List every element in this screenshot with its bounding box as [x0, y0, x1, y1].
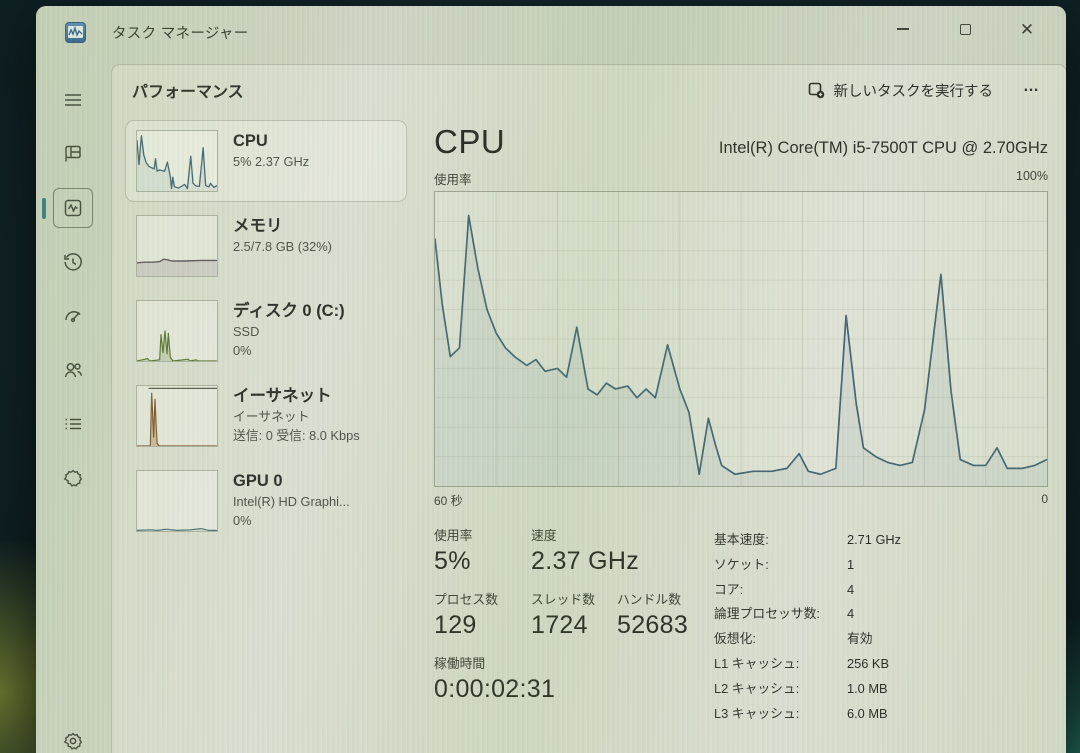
spec-row: コア: 4	[714, 581, 855, 597]
speed-value: 2.37 GHz	[531, 547, 640, 575]
titlebar: タスク マネージャー ✕	[36, 6, 1066, 58]
page-title: パフォーマンス	[132, 84, 244, 101]
cpu-detail-title: CPU	[434, 123, 506, 160]
window-title: タスク マネージャー	[112, 25, 249, 42]
perf-item-memory[interactable]: メモリ 2.5/7.8 GB (32%)	[126, 206, 406, 286]
threads-label: スレッド数	[531, 592, 595, 607]
memory-mini-chart	[136, 215, 218, 277]
handles-label: ハンドル数	[617, 592, 681, 607]
spec-row: L3 キャッシュ: 6.0 MB	[714, 705, 888, 721]
sidebar-item-details[interactable]	[53, 404, 93, 444]
run-new-task-button[interactable]: 新しいタスクを実行する	[808, 80, 994, 101]
performance-list: CPU 5% 2.37 GHz メモリ 2.5/7.8 GB (32%)	[120, 119, 412, 753]
hamburger-menu-icon[interactable]	[53, 80, 93, 120]
run-new-task-icon	[808, 82, 824, 98]
perf-item-sub: 2.5/7.8 GB (32%)	[233, 238, 332, 254]
perf-item-sub: 5% 2.37 GHz	[233, 153, 310, 169]
perf-item-title: ディスク 0 (C:)	[233, 302, 345, 320]
cpu-mini-chart	[136, 130, 218, 192]
minimize-icon[interactable]	[872, 6, 934, 52]
usage-label: 使用率	[434, 528, 473, 543]
perf-item-sub: 0%	[233, 342, 252, 358]
processes-label: プロセス数	[434, 592, 498, 607]
perf-item-ethernet[interactable]: イーサネット イーサネット 送信: 0 受信: 8.0 Kbps	[126, 376, 406, 456]
spec-row: L1 キャッシュ: 256 KB	[714, 655, 889, 671]
window-controls: ✕	[872, 6, 1058, 52]
gpu-mini-chart	[136, 470, 218, 532]
task-manager-app-icon	[65, 21, 86, 43]
spec-row: L2 キャッシュ: 1.0 MB	[714, 680, 888, 696]
cpu-spec-list: 基本速度: 2.71 GHz ソケット: 1 コア: 4 論理プロセッサ数: 4 仮想化…	[714, 525, 901, 726]
perf-item-cpu[interactable]: CPU 5% 2.37 GHz	[126, 121, 406, 201]
spec-row: ソケット: 1	[714, 556, 855, 572]
sidebar-item-performance[interactable]	[42, 188, 93, 228]
chart-max-caption: 100%	[1016, 169, 1048, 183]
settings-gear-icon[interactable]	[53, 721, 93, 753]
cpu-processor-name: Intel(R) Core(TM) i5-7500T CPU @ 2.70GHz	[718, 139, 1048, 157]
spec-row: 論理プロセッサ数: 4	[714, 606, 855, 622]
close-icon[interactable]: ✕	[1019, 19, 1035, 39]
cpu-detail-pane: CPU Intel(R) Core(TM) i5-7500T CPU @ 2.7…	[412, 119, 1066, 753]
sidebar-item-startup-apps[interactable]	[53, 296, 93, 336]
handles-value: 52683	[617, 611, 689, 639]
perf-item-sub: 送信: 0 受信: 8.0 Kbps	[233, 427, 360, 443]
ethernet-mini-chart	[136, 385, 218, 447]
uptime-label: 稼働時間	[434, 656, 486, 671]
run-new-task-label: 新しいタスクを実行する	[833, 83, 994, 100]
sidebar-item-services[interactable]	[53, 458, 93, 498]
perf-item-sub: SSD	[233, 323, 260, 339]
perf-item-title: イーサネット	[233, 387, 332, 405]
sidebar-item-users[interactable]	[53, 350, 93, 390]
page-header: パフォーマンス 新しいタスクを実行する …	[112, 65, 1066, 111]
perf-item-sub: イーサネット	[233, 408, 310, 424]
disk-mini-chart	[136, 300, 218, 362]
more-options-button[interactable]: …	[1023, 78, 1040, 95]
perf-item-title: GPU 0	[233, 472, 283, 490]
cpu-stats: 使用率 5% 速度 2.37 GHz プロセス数	[434, 525, 1048, 726]
spec-row: 基本速度: 2.71 GHz	[714, 532, 902, 547]
sidebar-item-app-history[interactable]	[53, 242, 93, 282]
task-manager-window: タスク マネージャー ✕	[36, 6, 1066, 753]
threads-value: 1724	[531, 611, 588, 639]
cpu-usage-chart	[434, 191, 1048, 487]
chart-axis-left-label: 60 秒	[434, 494, 463, 508]
performance-page: パフォーマンス 新しいタスクを実行する … CPU 5% 2.37	[112, 65, 1066, 753]
usage-value: 5%	[434, 547, 471, 575]
chart-usage-caption: 使用率	[434, 173, 472, 187]
perf-item-title: CPU	[233, 132, 268, 150]
perf-item-sub: Intel(R) HD Graphi...	[233, 493, 350, 509]
spec-row: 仮想化: 有効	[714, 631, 873, 647]
chart-axis-right-label: 0	[1041, 492, 1048, 506]
perf-item-sub: 0%	[233, 512, 252, 528]
speed-label: 速度	[531, 528, 557, 543]
perf-item-title: メモリ	[233, 217, 283, 235]
maximize-icon[interactable]	[934, 6, 996, 52]
perf-item-gpu[interactable]: GPU 0 Intel(R) HD Graphi... 0%	[126, 461, 406, 541]
processes-value: 129	[434, 611, 477, 639]
sidebar-item-processes[interactable]	[53, 134, 93, 174]
sidebar	[36, 58, 110, 753]
uptime-value: 0:00:02:31	[434, 675, 556, 703]
perf-item-disk[interactable]: ディスク 0 (C:) SSD 0%	[126, 291, 406, 371]
